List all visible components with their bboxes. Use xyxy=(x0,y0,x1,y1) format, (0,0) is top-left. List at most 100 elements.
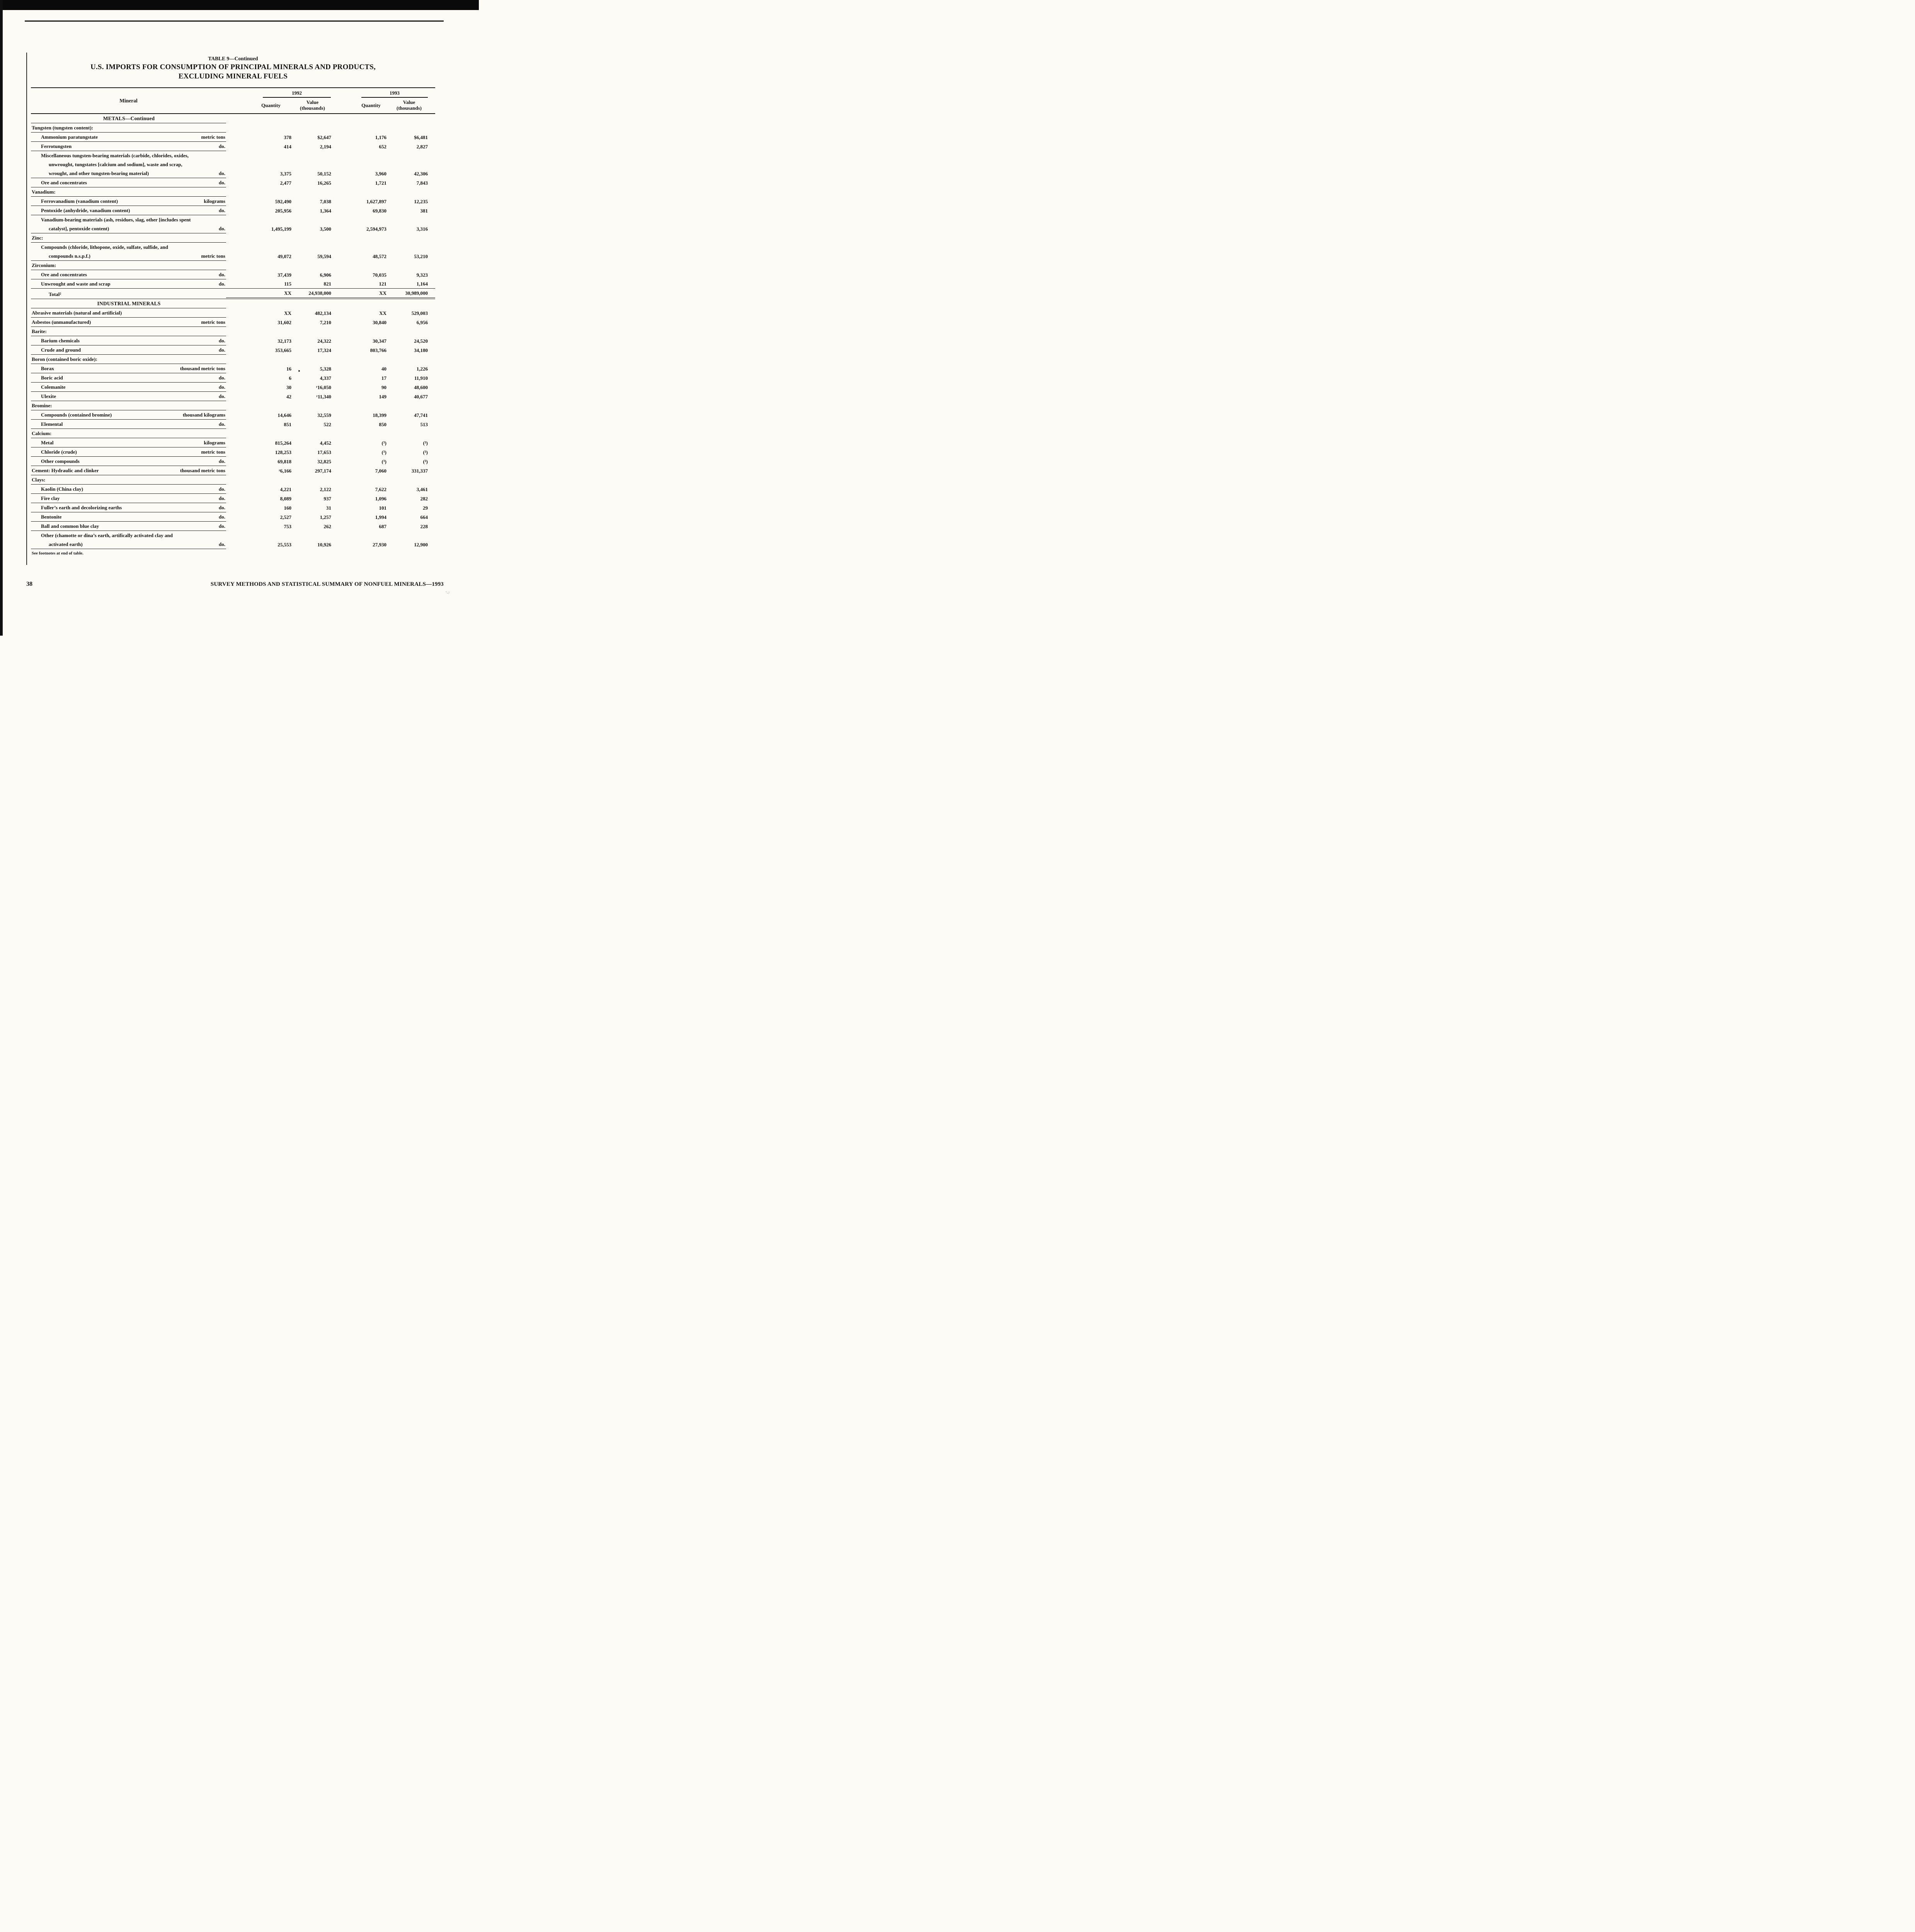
quantity-1992-cell: 16 xyxy=(286,366,291,372)
page-number: 38 xyxy=(26,581,32,587)
mineral-line: Asbestos (unmanufactured) metric tons xyxy=(31,318,226,327)
quantity-1992-cell: 353,665 xyxy=(275,347,291,353)
value-1993-cell: 381 xyxy=(420,208,428,214)
table-title-line2: EXCLUDING MINERAL FUELS xyxy=(178,72,288,80)
table-row: Borax thousand metric tons 16 5,328 40 1,226 xyxy=(31,364,435,373)
value-1992-cell: 10,926 xyxy=(317,542,331,548)
quantity-1993-cell: 90 xyxy=(381,384,386,390)
table-row: Ferrotungsten do. 414 2,194 652 2,827 xyxy=(31,142,435,151)
unit-label: do. xyxy=(219,421,225,427)
mineral-line: Fire clay do. xyxy=(31,494,226,503)
mineral-line: Crude and ground do. xyxy=(31,345,226,354)
unit-label: do. xyxy=(219,495,225,501)
value-1993-cell: 12,900 xyxy=(414,542,428,548)
quantity-1992-cell: ʳ6,166 xyxy=(279,468,291,474)
quantity-1992-header-label: Quantity xyxy=(261,102,281,108)
value-1992-cell: 4,452 xyxy=(320,440,331,446)
value-1993-cell: 282 xyxy=(420,496,428,502)
quantity-1993-cell: 48,572 xyxy=(373,253,386,259)
value-1992-cell: 59,594 xyxy=(317,253,331,259)
table-row: Ferrovanadium (vanadium content) kilogram… xyxy=(31,197,435,206)
quantity-1993-cell: 101 xyxy=(379,505,387,511)
year-1992-label: 1992 xyxy=(292,90,302,96)
quantity-1992-cell: 414 xyxy=(284,144,292,150)
mineral-line: Other compounds do. xyxy=(31,457,226,466)
value-1992-cell: 262 xyxy=(323,524,332,529)
quantity-1993-cell: 121 xyxy=(332,279,388,289)
value-1993-cell: 3,461 xyxy=(416,486,428,492)
year-1993-header: 1993 xyxy=(332,88,435,98)
mineral-line: Compounds (contained bromine) thousand ki… xyxy=(31,410,226,419)
mineral-cell: Ferrovanadium (vanadium content) kilogram… xyxy=(31,197,226,206)
table-row: Kaolin (China clay) do. 4,221 2,122 7,622 3,4… xyxy=(31,485,435,494)
mineral-label: wrought, and other tungsten-bearing mate… xyxy=(49,170,149,176)
mineral-cell: Asbestos (unmanufactured) metric tons xyxy=(31,318,226,327)
table-left-rule xyxy=(26,53,27,565)
mineral-label: Vanadium-bearing materials (ash, residue… xyxy=(41,217,191,223)
unit-label: do. xyxy=(219,375,225,381)
quantity-1993-cell: 1,994 xyxy=(375,514,386,520)
mineral-line: Elemental do. xyxy=(31,420,226,429)
mineral-label: Pentoxide (anhydride, vanadium content) xyxy=(41,207,130,213)
unit-label: metric tons xyxy=(201,319,225,325)
mineral-line: Borax thousand metric tons xyxy=(31,364,226,373)
mineral-label: Ammonium paratungstate xyxy=(41,134,98,140)
mineral-cell: INDUSTRIAL MINERALS xyxy=(31,299,226,308)
quantity-1992-cell: 115 xyxy=(226,279,293,289)
mineral-line: Total² xyxy=(31,290,226,299)
table-row: Pentoxide (anhydride, vanadium content) d… xyxy=(31,206,435,215)
mineral-line: Ore and concentrates do. xyxy=(31,270,226,279)
value-1993-cell: 2,827 xyxy=(416,144,428,150)
quantity-1992-cell: 37,439 xyxy=(277,272,291,278)
section-line: Tungsten (tungsten content): xyxy=(31,123,226,132)
mineral-cell: Other compounds do. xyxy=(31,457,226,466)
mineral-label: Ferrotungsten xyxy=(41,143,72,149)
unit-label: do. xyxy=(219,393,225,399)
mineral-label: Ferrovanadium (vanadium content) xyxy=(41,198,118,204)
quantity-1992-cell: 30 xyxy=(286,384,291,390)
value-1992-cell: 7,038 xyxy=(320,199,331,204)
quantity-1992-cell: 3,375 xyxy=(280,171,291,177)
quantity-1993-cell: 3,960 xyxy=(375,171,386,177)
value-1993-cell: 3,316 xyxy=(416,226,428,232)
quantity-1992-cell: 4,221 xyxy=(280,486,291,492)
mineral-cell: Boron (contained boric oxide): xyxy=(31,355,226,364)
value-1993-cell: 42,306 xyxy=(414,171,428,177)
mineral-line: Vanadium-bearing materials (ash, residue… xyxy=(31,215,226,224)
scanned-document-page: ·.: TABLE 9—Continued U.S. IMPORTS FOR C… xyxy=(0,0,479,636)
table-row: Ball and common blue clay do. 753 262 687 228 xyxy=(31,522,435,531)
unit-label: do. xyxy=(219,505,225,510)
minerals-imports-table: Mineral 1992 1993 Quantity Value (thousa… xyxy=(31,87,435,549)
group-heading: Vanadium: xyxy=(32,189,56,195)
table-row-group: Zinc: xyxy=(31,233,435,243)
mineral-cell: Ball and common blue clay do. xyxy=(31,522,226,531)
quantity-1993-cell: 27,930 xyxy=(373,542,386,548)
group-heading: Zinc: xyxy=(32,235,43,241)
quantity-1993-cell: 850 xyxy=(379,422,387,427)
scan-edge-left-band xyxy=(0,0,3,636)
mineral-cell: Unwrought and waste and scrap do. xyxy=(31,279,226,289)
quantity-1993-cell: (³) xyxy=(381,440,386,446)
value-1993-cell: (³) xyxy=(423,440,428,446)
quantity-1992-cell: 69,818 xyxy=(277,459,291,464)
unit-label: do. xyxy=(219,541,225,547)
mineral-label: Other compounds xyxy=(41,458,80,464)
mineral-cell: Barium chemicals do. xyxy=(31,336,226,345)
table-row-group: Boron (contained boric oxide): xyxy=(31,355,435,364)
table-row-center: METALS—Continued xyxy=(31,114,435,123)
section-line: Calcium: xyxy=(31,429,226,438)
table-row-group: Calcium: xyxy=(31,429,435,438)
mineral-cell: Fire clay do. xyxy=(31,494,226,503)
value-1992-cell: 937 xyxy=(323,496,332,502)
mineral-label: Ball and common blue clay xyxy=(41,523,99,529)
quantity-1992-cell: XX xyxy=(284,310,291,316)
mineral-cell: Miscellaneous tungsten-bearing materials… xyxy=(31,151,226,178)
table-row: Abrasive materials (natural and artifici… xyxy=(31,308,435,318)
section-line: Vanadium: xyxy=(31,187,226,196)
value-1992-header-line1: Value xyxy=(306,99,319,105)
quantity-1992-cell: 49,072 xyxy=(277,253,291,259)
quantity-1992-cell: 160 xyxy=(284,505,292,511)
mineral-cell: Boric acid do. xyxy=(31,373,226,383)
quantity-1992-cell: 6 xyxy=(289,375,292,381)
quantity-1993-cell: 69,830 xyxy=(373,208,386,214)
